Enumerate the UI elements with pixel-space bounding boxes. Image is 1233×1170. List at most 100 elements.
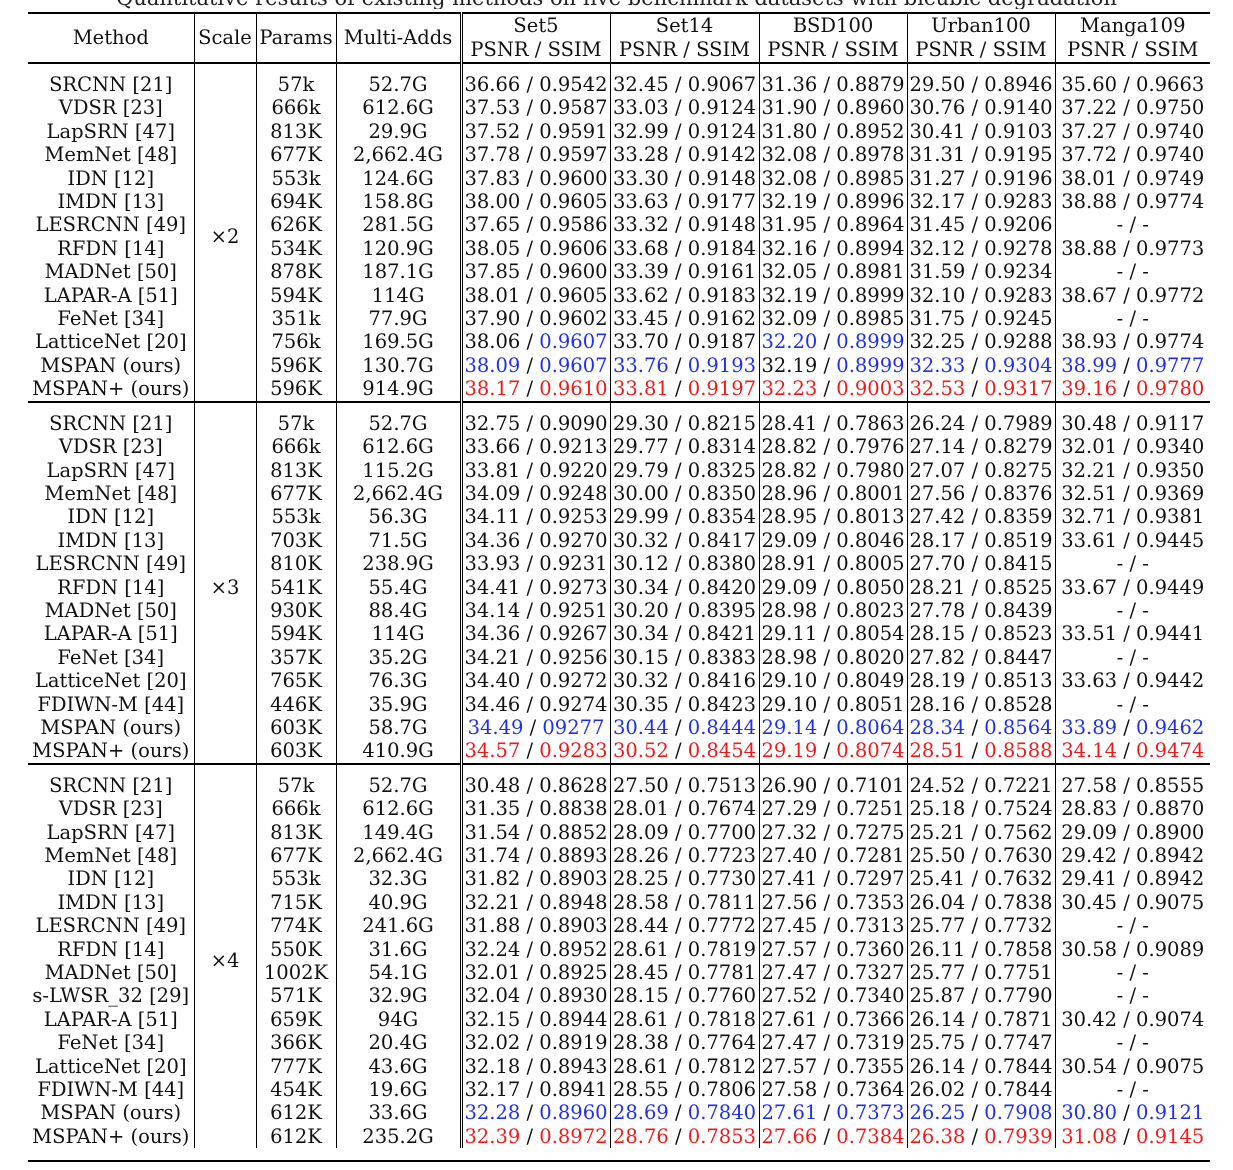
table-row: VDSR [23] 666k 612.6G 37.53 / 0.9587 33.03 /…	[28, 96, 1210, 120]
ssim-value: 0.8960	[539, 1101, 608, 1125]
psnr-value: 26.90	[761, 773, 818, 797]
separator: /	[817, 937, 837, 961]
separator: /	[817, 1031, 837, 1055]
psnr-value: -	[1116, 260, 1124, 284]
separator: /	[965, 143, 985, 167]
ssim-value: 0.9278	[984, 236, 1053, 260]
header-dataset-urban100: Urban100	[906, 13, 1055, 38]
table-row: SRCNN [21] ×3 57k 52.7G 32.75 / 0.9090 29.30 …	[28, 401, 1210, 764]
psnr-value: 28.21	[909, 575, 966, 599]
ssim-value: 0.8421	[687, 622, 757, 646]
ssim-value: 0.7366	[836, 1007, 905, 1031]
separator: /	[668, 575, 688, 599]
psnr-value: 29.09	[761, 575, 818, 599]
ssim-value: 0.8555	[1136, 773, 1205, 797]
separator: /	[668, 867, 688, 891]
method-cell: MADNet [50]	[28, 260, 195, 284]
psnr-value: 39.16	[1061, 377, 1118, 401]
separator: /	[1117, 528, 1137, 552]
ssim-value: 0.9780	[1136, 377, 1205, 401]
separator: /	[965, 330, 985, 354]
psnr-ssim-cell: 28.61 / 0.7819	[609, 937, 759, 962]
psnr-ssim-cell: 38.01 / 0.9749	[1054, 166, 1210, 191]
separator: /	[1117, 1007, 1137, 1031]
psnr-ssim-cell: 26.14 / 0.7871	[906, 1007, 1055, 1032]
scale-cell: ×2	[194, 63, 257, 402]
ssim-value: 0.9183	[687, 283, 757, 307]
ssim-value: 0.7355	[836, 1054, 905, 1078]
psnr-ssim-cell: 32.33 / 0.9304	[906, 353, 1055, 378]
psnr-ssim-cell: 32.45 / 0.9067	[609, 63, 759, 97]
psnr-ssim-cell: 27.58 / 0.8555	[1054, 763, 1210, 798]
separator: /	[668, 692, 688, 716]
multiadds-cell: 410.9G	[362, 739, 434, 763]
ssim-value: 0.8049	[836, 669, 905, 693]
ssim-value: 0.9283	[984, 190, 1053, 214]
psnr-value: 29.79	[612, 458, 669, 482]
separator: /	[668, 1031, 688, 1055]
ssim-value: 0.8074	[836, 739, 905, 763]
psnr-value: 34.14	[464, 598, 521, 622]
psnr-ssim-cell: 28.82 / 0.7980	[758, 458, 907, 482]
separator: /	[965, 353, 985, 377]
psnr-value: 34.36	[464, 622, 521, 646]
psnr-ssim-cell: 33.76 / 0.9193	[609, 353, 759, 378]
psnr-ssim-cell: 29.42 / 0.8942	[1054, 844, 1210, 868]
psnr-ssim-cell: 34.36 / 0.9267	[459, 622, 610, 646]
psnr-ssim-cell: 27.56 / 0.7353	[758, 890, 907, 915]
multiadds-cell: 612.6G	[362, 96, 434, 120]
table-row: s-LWSR_32 [29] 571K 32.9G 32.04 / 0.8930 28.…	[28, 984, 1210, 1008]
ssim-value: 0.7319	[836, 1031, 905, 1055]
separator: /	[965, 528, 985, 552]
multiadds-cell: 115.2G	[362, 458, 434, 482]
params-cell: 454K	[256, 1078, 337, 1102]
scale-cell: ×4	[194, 763, 257, 1149]
separator: /	[520, 411, 540, 435]
psnr-value: 30.00	[612, 481, 669, 505]
scale-block: SRCNN [21] ×3 57k 52.7G 32.75 / 0.9090 29.30 …	[28, 401, 1210, 764]
separator: /	[668, 481, 688, 505]
multiadds-cell: 612.6G	[362, 797, 434, 821]
separator: /	[817, 166, 837, 190]
psnr-ssim-cell: 28.51 / 0.8588	[906, 739, 1055, 764]
separator: /	[965, 96, 985, 120]
psnr-ssim-cell: 30.32 / 0.8416	[609, 669, 759, 693]
psnr-value: 31.82	[464, 867, 521, 891]
psnr-value: 26.11	[909, 937, 966, 961]
psnr-ssim-cell: 30.32 / 0.8417	[609, 528, 759, 553]
psnr-ssim-cell: 27.47 / 0.7319	[758, 1031, 907, 1055]
method-cell: VDSR [23]	[28, 435, 195, 459]
psnr-ssim-cell: 38.06 / 0.9607	[459, 330, 610, 354]
psnr-value: 33.67	[1061, 575, 1118, 599]
ssim-value: 0.8314	[687, 435, 757, 459]
psnr-value: 32.05	[761, 260, 818, 284]
params-cell: 57k	[256, 401, 337, 436]
ssim-value: 0.7790	[984, 984, 1053, 1008]
separator: /	[520, 166, 540, 190]
separator: /	[965, 692, 985, 716]
psnr-ssim-cell: 26.14 / 0.7844	[906, 1054, 1055, 1079]
psnr-ssim-cell: 32.02 / 0.8919	[459, 1031, 610, 1055]
psnr-value: 28.61	[612, 1054, 669, 1078]
ssim-value: 0.9772	[1136, 283, 1205, 307]
psnr-value: 28.83	[1061, 797, 1118, 821]
separator: /	[817, 435, 837, 459]
psnr-ssim-cell: 29.99 / 0.8354	[609, 505, 759, 529]
psnr-ssim-cell: 30.15 / 0.8383	[609, 645, 759, 670]
table-row: LAPAR-A [51] 594K 114G 38.01 / 0.9605 33.62 …	[28, 283, 1210, 308]
ssim-value: 0.8999	[836, 283, 905, 307]
ssim-value: 0.9369	[1136, 481, 1205, 505]
table-row: LapSRN [47] 813K 149.4G 31.54 / 0.8852 28.09…	[28, 820, 1210, 844]
separator: /	[668, 166, 688, 190]
separator: /	[668, 213, 688, 237]
multiadds-cell: 19.6G	[368, 1078, 428, 1102]
psnr-value: 32.53	[909, 377, 966, 401]
psnr-ssim-cell: 27.82 / 0.8447	[906, 645, 1055, 670]
header-dataset-set14: Set14	[609, 13, 759, 38]
params-cell: 553k	[256, 166, 337, 191]
psnr-value: 30.54	[1061, 1054, 1118, 1078]
header-metric: PSNR / SSIM	[459, 38, 610, 64]
separator: /	[1117, 435, 1137, 459]
psnr-ssim-cell: 33.61 / 0.9445	[1054, 528, 1210, 553]
psnr-ssim-cell: 26.04 / 0.7838	[906, 890, 1055, 915]
